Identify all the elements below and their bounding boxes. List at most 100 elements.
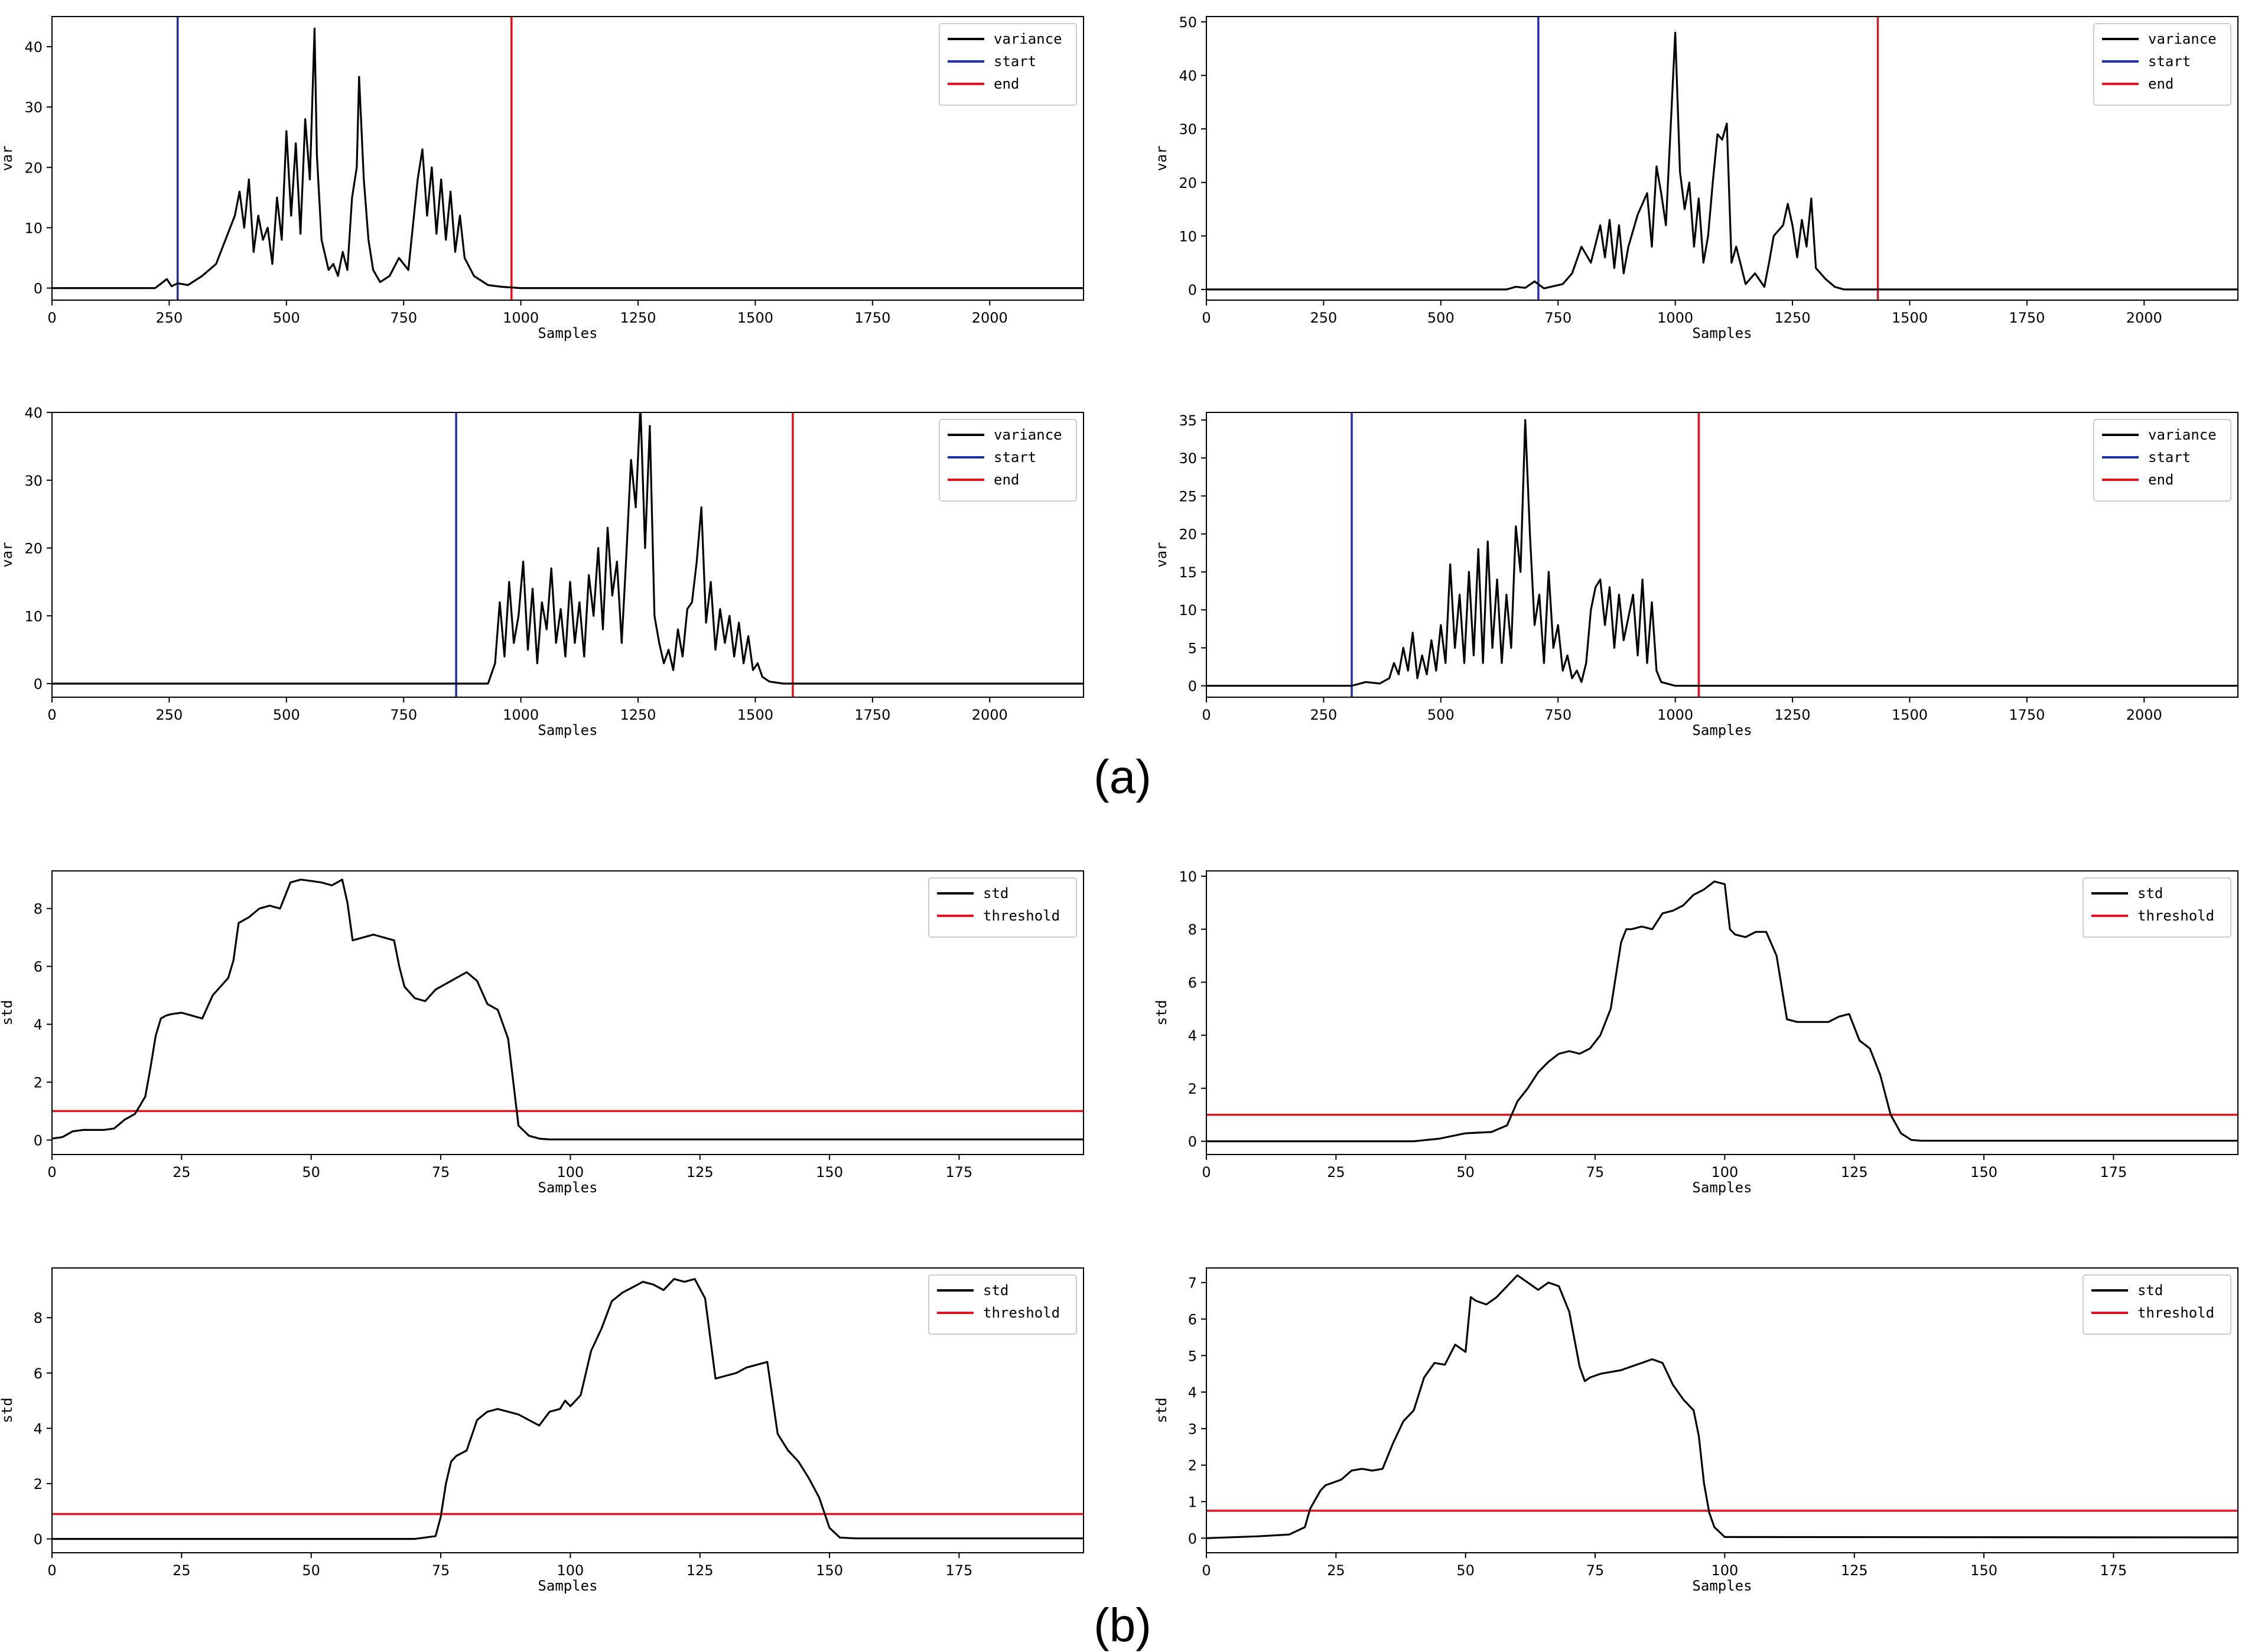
legend: variance start end <box>939 23 1077 106</box>
y-tick-label: 4 <box>34 1420 43 1437</box>
x-tick-label: 175 <box>946 1164 973 1181</box>
y-axis-label: std <box>1153 1397 1170 1423</box>
x-tick-label: 0 <box>1202 1164 1211 1181</box>
y-tick-label: 0 <box>34 676 43 692</box>
legend-label: start <box>994 449 1036 466</box>
legend-label: variance <box>994 31 1062 47</box>
std-series-line <box>52 879 1084 1141</box>
x-axis-label: Samples <box>538 1578 597 1594</box>
y-tick-label: 0 <box>1188 1530 1197 1547</box>
chart-b-top-right: 0 25 50 75 100 125 150 175 0 2 4 6 8 10 Samples std std t… <box>1153 869 2239 1196</box>
x-axis-label: Samples <box>1692 722 1752 739</box>
x-tick-label: 0 <box>47 1562 56 1579</box>
x-tick-label: 100 <box>557 1164 584 1181</box>
y-tick-label: 0 <box>1188 678 1197 695</box>
x-tick-label: 750 <box>1544 707 1572 723</box>
x-tick-label: 1000 <box>503 310 539 326</box>
y-tick-label: 40 <box>24 405 43 421</box>
legend-label: threshold <box>983 1305 1060 1321</box>
caption-b: (b) <box>1094 1599 1151 1651</box>
y-tick-label: 30 <box>24 473 43 489</box>
legend: variance start end <box>2093 23 2231 106</box>
y-tick-label: 6 <box>1188 974 1197 991</box>
x-tick-label: 150 <box>816 1164 843 1181</box>
x-tick-label: 25 <box>173 1562 191 1579</box>
x-tick-label: 1250 <box>1775 707 1811 723</box>
y-tick-label: 30 <box>1179 121 1197 138</box>
x-tick-label: 250 <box>156 310 183 326</box>
y-axis-label: var <box>1153 145 1170 171</box>
chart-a-bottom-right: 0 250 500 750 1000 1250 1500 1750 2000 0 5 10 15 20 25… <box>1153 412 2239 739</box>
legend-label: threshold <box>2137 1305 2214 1321</box>
y-tick-label: 2 <box>34 1476 43 1492</box>
y-tick-label: 8 <box>1188 922 1197 938</box>
std-series-line <box>1206 1274 2238 1539</box>
x-tick-label: 1750 <box>854 707 890 723</box>
y-tick-label: 10 <box>1179 869 1197 885</box>
x-tick-label: 500 <box>273 707 300 723</box>
legend: variance start end <box>939 419 1077 502</box>
x-tick-label: 2000 <box>972 707 1008 723</box>
y-tick-label: 1 <box>1188 1494 1197 1510</box>
y-tick-label: 30 <box>1179 450 1197 467</box>
y-tick-label: 0 <box>1188 1134 1197 1150</box>
x-axis-label: Samples <box>538 722 597 739</box>
panels: 0 250 500 750 1000 1250 1500 1750 2000010203040S… <box>0 14 2239 1594</box>
x-tick-label: 0 <box>47 707 56 723</box>
y-tick-label: 10 <box>24 608 43 625</box>
y-tick-label: 5 <box>1188 1348 1197 1364</box>
x-tick-label: 0 <box>1202 310 1211 326</box>
variance-series-line <box>1206 31 2238 291</box>
x-tick-label: 1250 <box>620 707 656 723</box>
legend: std threshold <box>928 877 1077 938</box>
x-tick-label: 75 <box>432 1562 450 1579</box>
x-tick-label: 750 <box>1544 310 1572 326</box>
plot-frame <box>1206 870 2239 1155</box>
y-tick-label: 0 <box>1188 282 1197 298</box>
x-tick-label: 1000 <box>1657 707 1693 723</box>
y-tick-label: 6 <box>34 959 43 975</box>
x-tick-label: 0 <box>1202 1562 1211 1579</box>
x-tick-label: 250 <box>1310 707 1338 723</box>
y-tick-label: 4 <box>34 1017 43 1033</box>
x-tick-label: 1000 <box>503 707 539 723</box>
legend-label: threshold <box>983 908 1060 924</box>
x-tick-label: 1500 <box>1892 310 1928 326</box>
y-tick-label: 0 <box>34 281 43 297</box>
legend-label: start <box>2148 449 2191 466</box>
x-tick-label: 750 <box>390 707 417 723</box>
y-tick-label: 35 <box>1179 412 1197 429</box>
x-tick-label: 2000 <box>972 310 1008 326</box>
y-tick-label: 20 <box>24 160 43 176</box>
x-axis-label: Samples <box>1692 1179 1752 1196</box>
chart-a-top-left: 0 250 500 750 1000 1250 1500 1750 2000 0 10 20 30 40 S… <box>0 16 1084 342</box>
x-tick-label: 500 <box>1427 707 1455 723</box>
x-tick-label: 0 <box>1202 707 1211 723</box>
y-tick-label: 0 <box>34 1133 43 1149</box>
x-tick-label: 1250 <box>1775 310 1811 326</box>
x-tick-label: 175 <box>946 1562 973 1579</box>
plot-frame <box>1206 16 2239 301</box>
x-axis-label: Samples <box>538 1179 597 1196</box>
legend-label: variance <box>2148 427 2217 443</box>
x-tick-label: 1500 <box>1892 707 1928 723</box>
x-tick-label: 2000 <box>2126 707 2162 723</box>
legend-label: std <box>2137 885 2163 902</box>
plot-frame <box>1206 1267 2239 1553</box>
y-tick-label: 8 <box>34 901 43 918</box>
x-tick-label: 250 <box>1310 310 1338 326</box>
y-tick-label: 20 <box>1179 526 1197 543</box>
y-tick-label: 10 <box>1179 602 1197 619</box>
variance-series-line <box>52 27 1084 290</box>
plot-frame <box>51 412 1084 698</box>
x-axis-label: Samples <box>1692 325 1752 342</box>
x-tick-label: 1000 <box>1657 310 1693 326</box>
x-tick-label: 125 <box>1841 1562 1868 1579</box>
y-axis-label: var <box>1153 542 1170 567</box>
x-tick-label: 750 <box>390 310 417 326</box>
y-axis-label: std <box>1153 1000 1170 1025</box>
x-tick-label: 25 <box>1327 1562 1345 1579</box>
x-tick-label: 150 <box>1970 1562 1997 1579</box>
y-tick-label: 8 <box>34 1310 43 1326</box>
